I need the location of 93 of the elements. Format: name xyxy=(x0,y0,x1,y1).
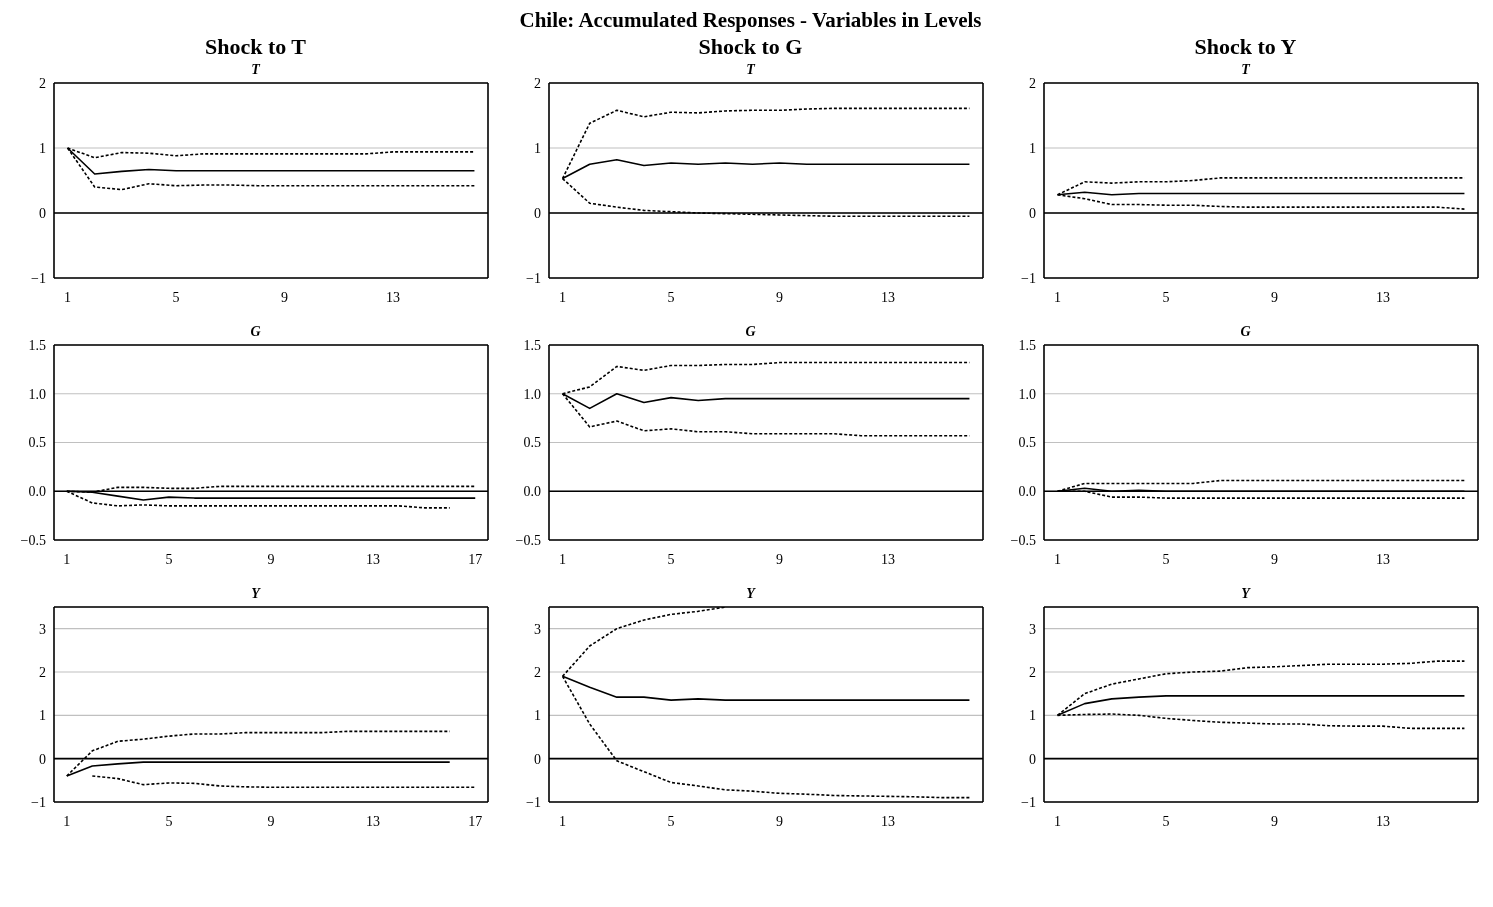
chart-title: Y xyxy=(1240,586,1252,602)
text: Chile: Accumulated Responses - Variables in Levels xyxy=(519,8,982,32)
y-tick-label: 1 xyxy=(534,708,541,724)
x-tick-label: 1 xyxy=(64,289,72,305)
y-tick-label: 2 xyxy=(534,664,541,680)
x-tick-label: 13 xyxy=(881,813,896,829)
x-tick-label: 5 xyxy=(165,551,173,567)
x-tick-label: 1 xyxy=(1054,813,1062,829)
x-tick-label: 5 xyxy=(165,813,173,829)
chart-title: G xyxy=(745,324,756,339)
y-tick-label: 1.0 xyxy=(523,386,541,402)
chart-subtitle: Shock to Y xyxy=(1193,34,1298,61)
y-tick-label: 0 xyxy=(534,751,541,767)
chart-subtitle: Shock to T xyxy=(203,34,308,61)
y-tick-label: 0.0 xyxy=(28,484,46,500)
chart-title: T xyxy=(251,62,260,77)
y-tick-label: 1 xyxy=(534,140,541,156)
x-tick-label: 13 xyxy=(881,551,896,567)
chart-title: G xyxy=(250,324,261,339)
y-tick-label: 1 xyxy=(1029,140,1036,156)
x-tick-label: 13 xyxy=(881,289,896,305)
x-tick-label: 1 xyxy=(559,813,567,829)
y-tick-label: 2 xyxy=(1029,75,1036,91)
x-tick-label: 5 xyxy=(667,813,675,829)
x-tick-label: 9 xyxy=(776,813,784,829)
x-tick-label: 5 xyxy=(667,551,675,567)
x-tick-label: 5 xyxy=(172,289,180,305)
x-tick-label: 1 xyxy=(1054,551,1062,567)
y-tick-label: −0.5 xyxy=(515,532,541,548)
x-tick-label: 9 xyxy=(1271,813,1279,829)
y-tick-label: 0 xyxy=(39,205,46,221)
y-tick-label: 0.5 xyxy=(523,435,541,451)
y-tick-label: −1 xyxy=(31,794,46,810)
x-tick-label: 13 xyxy=(366,813,381,829)
x-tick-label: 1 xyxy=(559,551,567,567)
x-tick-label: 9 xyxy=(267,813,275,829)
x-tick-label: 1 xyxy=(63,813,71,829)
x-tick-label: 17 xyxy=(468,813,483,829)
chart-title: T xyxy=(746,62,755,77)
x-tick-label: 13 xyxy=(1376,813,1391,829)
x-tick-label: 13 xyxy=(386,289,401,305)
x-tick-label: 5 xyxy=(667,289,675,305)
y-tick-label: −1 xyxy=(526,794,541,810)
x-tick-label: 9 xyxy=(776,289,784,305)
y-tick-label: 1 xyxy=(39,140,46,156)
x-tick-label: 9 xyxy=(281,289,289,305)
y-tick-label: −1 xyxy=(1021,794,1036,810)
x-tick-label: 1 xyxy=(63,551,71,567)
chart-title: Y xyxy=(745,586,757,602)
y-tick-label: 3 xyxy=(1029,621,1036,637)
y-tick-label: −1 xyxy=(1021,270,1036,286)
x-tick-label: 1 xyxy=(1054,289,1062,305)
y-tick-label: 2 xyxy=(39,664,46,680)
chart-subtitle: Shock to G xyxy=(697,34,804,61)
x-tick-label: 1 xyxy=(559,289,567,305)
y-tick-label: 3 xyxy=(39,621,46,637)
x-tick-label: 9 xyxy=(267,551,275,567)
y-tick-label: 1.5 xyxy=(523,337,541,353)
y-tick-label: 0 xyxy=(534,205,541,221)
y-tick-label: 1.5 xyxy=(28,337,46,353)
y-tick-label: −1 xyxy=(31,270,46,286)
y-tick-label: 3 xyxy=(534,621,541,637)
y-tick-label: 0 xyxy=(1029,751,1036,767)
chart-title: T xyxy=(1241,62,1250,77)
y-tick-label: 1.0 xyxy=(28,386,46,402)
x-tick-label: 9 xyxy=(776,551,784,567)
y-tick-label: −0.5 xyxy=(1010,532,1036,548)
y-tick-label: 0 xyxy=(1029,205,1036,221)
chart-title: Y xyxy=(250,586,262,602)
y-tick-label: 0 xyxy=(39,751,46,767)
x-tick-label: 5 xyxy=(1162,813,1170,829)
y-tick-label: 0.0 xyxy=(1018,484,1036,500)
y-tick-label: 0.5 xyxy=(1018,435,1036,451)
x-tick-label: 5 xyxy=(1162,551,1170,567)
y-tick-label: 1.5 xyxy=(1018,337,1036,353)
y-tick-label: 0.0 xyxy=(523,484,541,500)
y-tick-label: 0.5 xyxy=(28,435,46,451)
y-tick-label: 2 xyxy=(39,75,46,91)
y-tick-label: −1 xyxy=(526,270,541,286)
x-tick-label: 17 xyxy=(468,551,483,567)
y-tick-label: 1 xyxy=(1029,708,1036,724)
x-tick-label: 13 xyxy=(1376,289,1391,305)
x-tick-label: 9 xyxy=(1271,289,1279,305)
y-tick-label: 2 xyxy=(534,75,541,91)
y-tick-label: 1.0 xyxy=(1018,386,1036,402)
x-tick-label: 9 xyxy=(1271,551,1279,567)
y-tick-label: 2 xyxy=(1029,664,1036,680)
x-tick-label: 5 xyxy=(1162,289,1170,305)
x-tick-label: 13 xyxy=(1376,551,1391,567)
chart-title: G xyxy=(1240,324,1251,339)
y-tick-label: −0.5 xyxy=(20,532,46,548)
x-tick-label: 13 xyxy=(366,551,381,567)
y-tick-label: 1 xyxy=(39,708,46,724)
